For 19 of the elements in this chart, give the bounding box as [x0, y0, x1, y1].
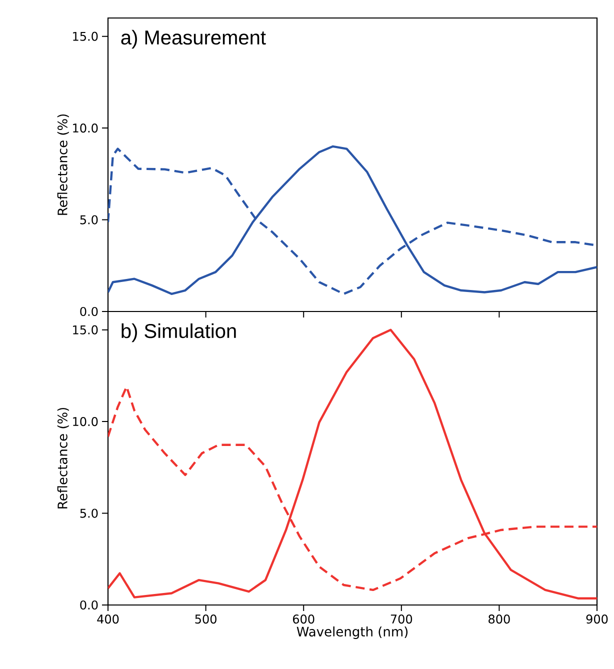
- x-tick-label: 700: [390, 614, 412, 624]
- y-tick-label: 15.0: [73, 32, 98, 41]
- y-tick-label: 5.0: [80, 508, 98, 518]
- x-tick-label: 400: [97, 614, 119, 624]
- y-tick-label: 5.0: [80, 215, 98, 224]
- text: a) Measurement: [121, 30, 266, 49]
- y-tick-label: 15.0: [73, 325, 98, 334]
- x-tick-label: 500: [195, 614, 216, 624]
- x-tick-label: 800: [488, 614, 510, 624]
- y-tick-label: 10.0: [73, 417, 98, 426]
- text: b) Simulation: [122, 323, 236, 342]
- y-tick-label: 0.0: [80, 600, 98, 610]
- y-axis-title: Reflectance (%): [57, 114, 69, 215]
- x-axis-title: Wavelength (nm): [296, 626, 408, 640]
- y-axis-title: Reflectance (%): [57, 408, 69, 508]
- x-tick-label: 900: [586, 614, 608, 624]
- y-tick-label: 0.0: [80, 306, 98, 316]
- x-tick-label: 600: [292, 614, 314, 624]
- y-tick-label: 10.0: [73, 124, 98, 133]
